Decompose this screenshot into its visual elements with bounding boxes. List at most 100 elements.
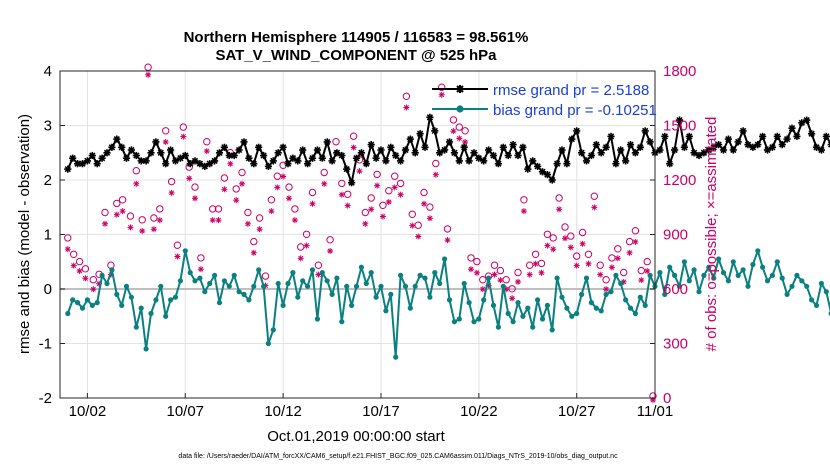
obs-possible-point — [391, 172, 399, 180]
bias-point — [760, 264, 766, 270]
right-axis-label: # of obs: o=possible; ×=assimilated — [703, 117, 720, 352]
obs-assimilated-point — [562, 235, 568, 242]
legend-bias-label: bias grand pr = -0.10251 — [493, 102, 657, 119]
rmse-point — [245, 154, 253, 162]
rmse-point — [480, 157, 488, 165]
rmse-point — [431, 127, 439, 135]
obs-assimilated-point — [291, 217, 298, 224]
obs-possible-point — [555, 194, 563, 202]
obs-possible-point — [396, 179, 405, 188]
obs-assimilated-point — [638, 277, 645, 284]
obs-possible-point — [261, 272, 270, 280]
obs-assimilated-point — [368, 206, 375, 213]
obs-assimilated-point — [350, 144, 357, 151]
rmse-point — [333, 149, 341, 157]
obs-assimilated-point — [426, 215, 433, 222]
bias-point — [481, 297, 487, 303]
obs-possible-point — [520, 196, 528, 204]
obs-possible-point — [567, 232, 575, 240]
bias-point — [809, 297, 815, 303]
bias-point — [109, 267, 115, 273]
rmse-point — [621, 157, 630, 165]
obs-assimilated-point — [468, 266, 474, 273]
bias-point — [672, 272, 678, 278]
rmse-point — [235, 146, 243, 154]
bias-point — [720, 270, 727, 276]
bias-point — [740, 267, 746, 273]
rmse-point — [666, 160, 674, 168]
legend-bias-marker — [456, 105, 464, 113]
obs-assimilated-point — [162, 139, 169, 145]
obs-possible-point — [320, 168, 328, 177]
obs-possible-point — [502, 276, 510, 284]
obs-assimilated-point — [168, 189, 175, 196]
rmse-point — [255, 143, 263, 151]
rmse-point — [426, 113, 434, 121]
rmse-point — [475, 154, 483, 162]
rmse-point — [807, 130, 816, 138]
bias-point — [207, 280, 213, 287]
bias-point — [446, 297, 453, 303]
obs-possible-point — [490, 261, 499, 269]
rmse-point — [685, 132, 693, 140]
right-tick-label: 1500 — [663, 118, 696, 135]
obs-possible-point — [113, 199, 121, 208]
obs-assimilated-point — [119, 208, 126, 215]
bias-point — [745, 283, 751, 289]
x-tick-label: 10/02 — [69, 403, 107, 420]
bias-point — [486, 275, 492, 281]
bias-point — [133, 324, 139, 330]
obs-assimilated-point — [526, 271, 533, 278]
rmse-point — [817, 146, 826, 154]
bias-point — [725, 278, 732, 284]
rmse-point — [264, 162, 272, 170]
bias-point — [84, 297, 90, 303]
obs-assimilated-point — [309, 200, 316, 207]
bias-point — [275, 280, 281, 287]
obs-possible-point — [132, 167, 141, 175]
rmse-point — [108, 143, 116, 151]
obs-assimilated-point — [197, 266, 204, 273]
bias-point — [476, 316, 482, 322]
obs-assimilated-point — [473, 269, 480, 276]
bias-point — [398, 272, 404, 278]
rmse-point — [617, 146, 625, 154]
right-tick-label: 1800 — [663, 63, 696, 80]
bias-point — [632, 310, 639, 317]
rmse-point — [450, 149, 458, 157]
bias-point — [123, 283, 130, 289]
rmse-point — [69, 154, 77, 162]
obs-assimilated-point — [632, 238, 639, 245]
obs-assimilated-point — [180, 133, 187, 140]
bias-point — [138, 305, 144, 311]
bias-point — [265, 340, 271, 347]
rmse-point — [387, 143, 395, 151]
obs-assimilated-point — [203, 148, 210, 155]
obs-possible-point — [590, 192, 598, 200]
bias-point — [226, 283, 232, 289]
rmse-point — [455, 157, 463, 165]
obs-possible-point — [302, 230, 311, 239]
bias-point — [779, 275, 785, 281]
bias-point — [813, 302, 820, 308]
bias-point — [75, 300, 81, 306]
rmse-point — [367, 141, 375, 149]
bias-point — [368, 270, 374, 276]
obs-possible-point — [402, 92, 411, 101]
obs-possible-point — [349, 132, 358, 140]
rmse-point — [485, 146, 493, 154]
obs-assimilated-point — [462, 139, 469, 145]
rmse-point — [661, 132, 669, 140]
bias-point — [236, 289, 242, 295]
rmse-point — [176, 154, 184, 162]
obs-possible-point — [332, 138, 340, 146]
bias-point — [393, 354, 399, 360]
rmse-point — [612, 160, 620, 168]
obs-possible-point — [126, 212, 135, 220]
obs-possible-point — [314, 261, 323, 269]
obs-assimilated-point — [497, 277, 504, 284]
x-tick-label: 10/22 — [460, 403, 498, 420]
bias-point — [309, 267, 316, 273]
bias-point — [280, 302, 286, 308]
rmse-point — [538, 168, 547, 176]
